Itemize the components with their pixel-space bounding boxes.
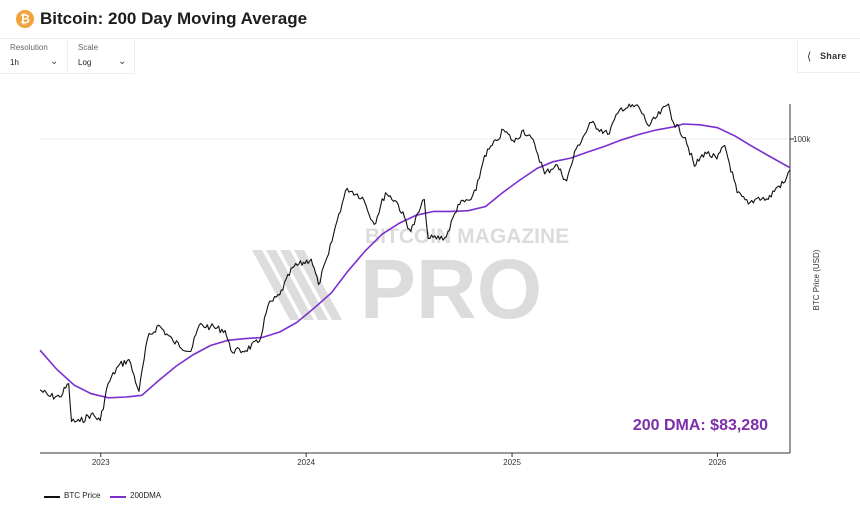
scale-value: Log: [78, 58, 92, 67]
x-tick-label: 2026: [709, 458, 727, 467]
legend-swatch-200dma: [110, 496, 126, 498]
x-tick-label: 2023: [92, 458, 110, 467]
scale-label: Scale: [78, 43, 99, 52]
share-label: Share: [820, 51, 847, 61]
chevron-down-icon: ⌄: [50, 56, 59, 67]
watermark-bars-icon: [252, 250, 342, 320]
legend-label-200dma: 200DMA: [130, 491, 162, 500]
resolution-label: Resolution: [10, 43, 48, 52]
bitcoin-logo-icon: ₿: [16, 10, 34, 28]
dma-annotation: 200 DMA: $83,280: [633, 417, 768, 434]
share-button[interactable]: ⟨ Share: [797, 40, 860, 73]
x-axis-ticks: 2023 2024 2025 2026: [92, 453, 727, 467]
legend-label-btc-price: BTC Price: [64, 491, 101, 500]
watermark-text: BITCOIN MAGAZINE: [365, 225, 569, 248]
x-tick-label: 2024: [297, 458, 315, 467]
legend-swatch-btc-price: [44, 496, 60, 498]
x-tick-label: 2025: [503, 458, 521, 467]
page-title: Bitcoin: 200 Day Moving Average: [40, 9, 308, 28]
page-header: ₿ Bitcoin: 200 Day Moving Average: [0, 0, 860, 39]
y-axis-ticks: 100k: [790, 135, 811, 144]
series-line-btc-price: [39, 103, 791, 424]
resolution-select[interactable]: Resolution 1h ⌄: [0, 38, 68, 74]
y-tick-label: 100k: [793, 135, 811, 144]
watermark-pro-text: PRO: [360, 242, 542, 336]
chevron-down-icon: ⌄: [118, 56, 127, 67]
y-axis-label: BTC Price (USD): [812, 249, 821, 310]
resolution-value: 1h: [10, 58, 19, 67]
scale-select[interactable]: Scale Log ⌄: [68, 38, 135, 74]
share-icon: ⟨: [807, 51, 812, 63]
